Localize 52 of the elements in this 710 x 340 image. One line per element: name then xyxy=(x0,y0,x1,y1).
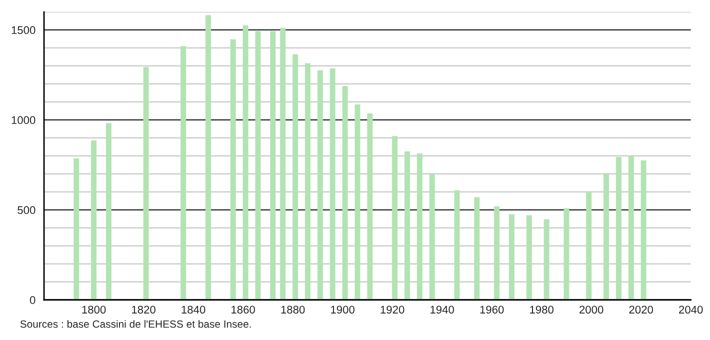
y-tick-label: 0 xyxy=(30,296,36,304)
bar xyxy=(230,39,236,300)
bar xyxy=(454,190,460,300)
source-note: Sources : base Cassini de l'EHESS et base Insee. xyxy=(20,320,251,328)
bar xyxy=(429,174,435,300)
x-tick-label: 2000 xyxy=(580,306,604,314)
bar xyxy=(640,160,646,300)
x-tick-label: 1820 xyxy=(132,306,156,314)
bar xyxy=(74,158,80,300)
bar xyxy=(392,136,398,300)
bar xyxy=(604,174,609,300)
x-tick-label: 1940 xyxy=(430,306,454,314)
x-tick-label: 1860 xyxy=(232,306,255,314)
x-tick-label: 1900 xyxy=(331,306,354,314)
x-tick-label: 1880 xyxy=(281,306,305,314)
x-tick-label: 1840 xyxy=(182,306,206,314)
bar xyxy=(330,68,336,300)
bar xyxy=(106,123,112,300)
bar xyxy=(416,153,422,300)
bar xyxy=(494,206,500,300)
y-tick-label: 500 xyxy=(18,206,36,214)
x-tick-label: 2040 xyxy=(679,306,703,314)
bar xyxy=(616,156,622,300)
bar xyxy=(255,31,261,300)
bar xyxy=(143,67,149,300)
bar xyxy=(354,104,360,300)
bar xyxy=(586,191,592,300)
bar xyxy=(91,140,97,300)
bar xyxy=(317,70,323,300)
bar xyxy=(628,156,634,300)
bar xyxy=(367,113,373,300)
bar xyxy=(205,15,211,300)
bar xyxy=(526,215,532,300)
bar xyxy=(180,46,186,300)
bar xyxy=(342,86,348,300)
x-tick-label: 1920 xyxy=(380,306,404,314)
bar xyxy=(270,31,276,300)
x-tick-label: 1980 xyxy=(530,306,554,314)
y-tick-label: 1000 xyxy=(12,116,36,124)
bar xyxy=(474,197,480,300)
bar xyxy=(544,219,550,300)
bar xyxy=(508,214,514,300)
x-tick-label: 1960 xyxy=(480,306,504,314)
y-tick-label: 1500 xyxy=(12,26,36,34)
bar xyxy=(404,151,410,300)
bar xyxy=(280,28,286,300)
bar xyxy=(292,54,298,300)
bar xyxy=(242,25,248,300)
x-tick-label: 1800 xyxy=(82,306,106,314)
x-tick-label: 2020 xyxy=(629,306,653,314)
bar xyxy=(304,63,310,300)
bar xyxy=(564,208,570,300)
